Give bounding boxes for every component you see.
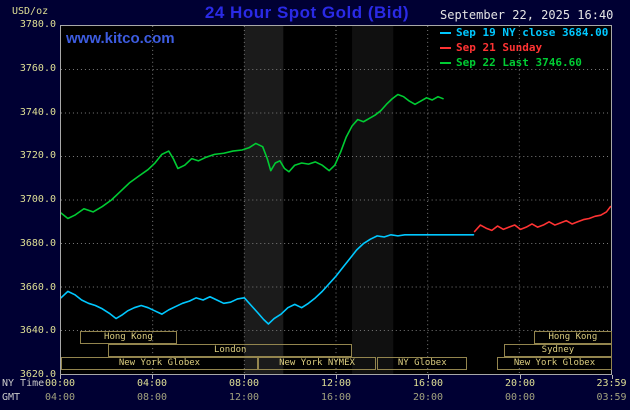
legend-item-sep21: Sep 21 Sunday xyxy=(440,40,608,55)
legend-label: Sep 19 NY close 3684.00 xyxy=(456,26,609,39)
session-box-new-york-globex: New York Globex xyxy=(61,357,258,370)
axis-tick xyxy=(152,375,153,379)
axis-tick xyxy=(60,375,61,379)
y-axis-tick-label: 3740.0 xyxy=(19,106,56,118)
legend-line-swatch xyxy=(440,61,451,64)
y-axis-tick-label: 3720.0 xyxy=(19,150,56,162)
chart-plot-area xyxy=(60,25,612,375)
session-box-new-york-nymex: New York NYMEX xyxy=(257,357,377,370)
x-axis-tick-label: 03:59 xyxy=(596,392,627,403)
axis-tick xyxy=(611,375,613,379)
legend-item-sep19: Sep 19 NY close 3684.00 xyxy=(440,25,608,40)
x-axis-tick-label: 04:00 xyxy=(44,392,76,403)
series-line-sep22 xyxy=(61,93,444,220)
x-axis-tick-label: 04:00 xyxy=(136,378,168,389)
y-axis-tick-label: 3760.0 xyxy=(19,62,56,74)
x-axis-tick-label: 20:00 xyxy=(412,392,444,403)
y-axis-tick-label: 3640.0 xyxy=(19,325,56,337)
x-axis-tick-label: 16:00 xyxy=(320,392,352,403)
y-axis-tick-label: 3780.0 xyxy=(19,19,56,30)
axis-tick xyxy=(520,375,521,379)
x-axis-tick-label: 00:00 xyxy=(504,392,536,403)
y-axis-tick-label: 3660.0 xyxy=(19,281,56,293)
x-axis-row-label-gmt: GMT xyxy=(2,392,21,403)
axis-tick xyxy=(244,375,245,379)
series-line-sep21 xyxy=(473,205,611,233)
x-axis-tick-label: 08:00 xyxy=(228,378,260,389)
x-axis-tick-label: 08:00 xyxy=(136,392,168,403)
series-line-sep19 xyxy=(61,234,475,325)
kitco-site-link[interactable]: www.kitco.com xyxy=(66,30,175,47)
legend-item-sep22: Sep 22 Last 3746.60 xyxy=(440,55,608,70)
session-box-london: London xyxy=(108,344,353,357)
legend-line-swatch xyxy=(440,46,451,49)
y-axis-tick-label: 3620.0 xyxy=(19,369,56,380)
x-axis-row-label-ny: NY Time xyxy=(2,378,45,389)
gold-price-chart xyxy=(61,26,611,374)
session-box-hong-kong: Hong Kong xyxy=(533,331,612,344)
session-box-new-york-globex: New York Globex xyxy=(497,357,612,370)
x-axis-tick-label: 12:00 xyxy=(228,392,260,403)
chart-datetime: September 22, 2025 16:40 xyxy=(440,8,614,22)
x-axis-tick-label: 00:00 xyxy=(44,378,76,389)
chart-legend: Sep 19 NY close 3684.00 Sep 21 Sunday Se… xyxy=(440,25,608,70)
axis-tick xyxy=(336,375,337,379)
y-axis-unit-label: USD/oz xyxy=(12,6,49,17)
x-axis-tick-label: 23:59 xyxy=(596,378,627,389)
y-axis-tick-label: 3700.0 xyxy=(19,194,56,205)
page-title: 24 Hour Spot Gold (Bid) xyxy=(204,3,410,22)
y-axis-tick-label: 3680.0 xyxy=(19,237,56,249)
session-box-ny-globex: NY Globex xyxy=(377,357,468,370)
legend-label: Sep 21 Sunday xyxy=(456,41,543,54)
x-axis-tick-label: 12:00 xyxy=(320,378,352,389)
legend-line-swatch xyxy=(440,31,451,34)
plot-band xyxy=(244,26,284,374)
session-box-hong-kong: Hong Kong xyxy=(79,331,178,344)
x-axis-tick-label: 16:00 xyxy=(412,378,444,389)
legend-label: Sep 22 Last 3746.60 xyxy=(456,56,582,69)
x-axis-tick-label: 20:00 xyxy=(504,378,536,389)
session-box-sydney: Sydney xyxy=(503,344,612,357)
axis-tick xyxy=(428,375,429,379)
